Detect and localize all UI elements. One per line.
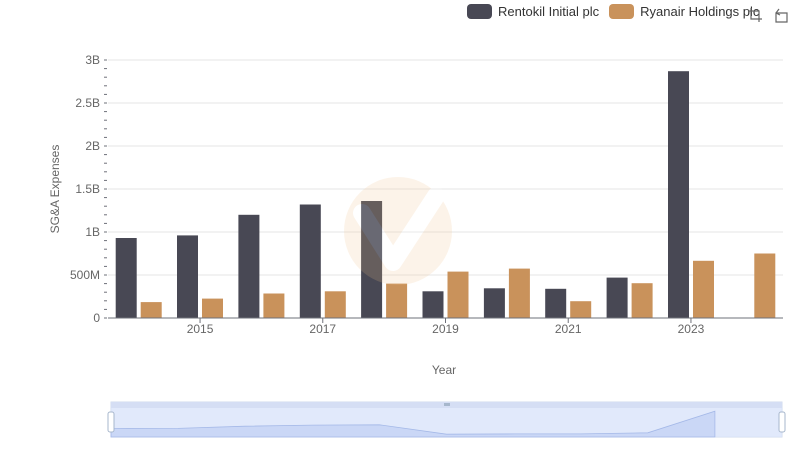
y-tick-label: 2.5B (75, 96, 100, 110)
bar-ryanair-2024[interactable] (754, 253, 776, 319)
bar-ryanair-2015[interactable] (202, 298, 223, 318)
bar-rentokil-2018[interactable] (361, 201, 383, 318)
y-tick-label: 500M (70, 268, 100, 282)
y-tick-label: 1.5B (75, 182, 100, 196)
restore-icon[interactable] (773, 7, 789, 23)
data-zoom-slider[interactable] (107, 401, 786, 438)
legend-label-rentokil: Rentokil Initial plc (498, 4, 600, 19)
bar-ryanair-2023[interactable] (693, 260, 714, 318)
y-tick-labels: 0 500M 1B 1.5B 2B 2.5B 3B (70, 53, 100, 325)
legend-item-rentokil[interactable]: Rentokil Initial plc (467, 4, 599, 19)
bar-rentokil-2017[interactable] (299, 204, 321, 319)
bar-rentokil-2022[interactable] (606, 277, 628, 318)
zoom-select-icon[interactable] (747, 7, 763, 23)
bar-rentokil-2015[interactable] (177, 235, 198, 318)
y-axis-title: SG&A Expenses (48, 145, 62, 234)
bar-ryanair-2021[interactable] (570, 301, 592, 318)
y-minor-ticks (104, 59, 107, 319)
bar-rentokil-2021[interactable] (545, 288, 567, 318)
data-zoom-handle-left[interactable] (107, 411, 115, 433)
x-tick-label: 2015 (187, 322, 214, 336)
data-zoom-grip[interactable] (444, 403, 450, 406)
y-tick-label: 0 (93, 311, 100, 325)
x-tick-label: 2019 (432, 322, 459, 336)
legend-label-ryanair: Ryanair Holdings plc (640, 4, 760, 19)
y-tick-label: 3B (85, 53, 100, 67)
bar-ryanair-2019[interactable] (447, 271, 469, 318)
x-tick-labels: 2015 2017 2019 2021 2023 (187, 318, 705, 336)
bar-rentokil-2014[interactable] (115, 238, 137, 318)
x-axis-title: Year (432, 363, 456, 377)
legend-swatch-rentokil (467, 4, 492, 19)
bar-rentokil-2019[interactable] (422, 291, 444, 318)
legend-item-ryanair[interactable]: Ryanair Holdings plc (609, 4, 759, 19)
bar-rentokil-2020[interactable] (483, 288, 505, 318)
bar-ryanair-2022[interactable] (631, 283, 653, 318)
y-tick-label: 1B (85, 225, 100, 239)
bar-ryanair-2014[interactable] (140, 302, 162, 318)
legend-swatch-ryanair (609, 4, 635, 19)
bars-group (115, 71, 776, 319)
bar-ryanair-2016[interactable] (263, 293, 285, 319)
bar-ryanair-2020[interactable] (508, 268, 530, 318)
data-zoom-handle-right[interactable] (778, 411, 786, 433)
data-zoom-preview-area (110, 410, 716, 438)
x-tick-label: 2017 (309, 322, 336, 336)
bar-rentokil-2023[interactable] (668, 71, 689, 318)
x-tick-label: 2023 (678, 322, 705, 336)
chart-legend: Rentokil Initial plc Ryanair Holdings pl… (467, 4, 759, 19)
bar-ryanair-2017[interactable] (324, 291, 346, 318)
bar-ryanair-2018[interactable] (386, 283, 408, 318)
x-tick-label: 2021 (555, 322, 582, 336)
watermark-logo (344, 177, 452, 285)
y-tick-label: 2B (85, 139, 100, 153)
bar-rentokil-2016[interactable] (238, 214, 260, 318)
